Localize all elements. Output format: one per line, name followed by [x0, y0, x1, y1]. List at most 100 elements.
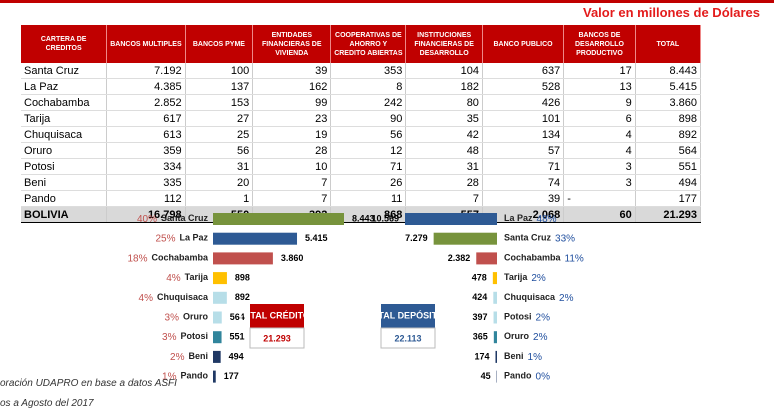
footnote: oración UDAPRO en base a datos ASFI	[0, 378, 177, 389]
percent: 3%	[165, 312, 180, 323]
table-cell: 4	[563, 142, 636, 159]
table-cell: 4	[563, 126, 636, 143]
table-cell: 25	[185, 126, 254, 143]
table-cell: 617	[106, 110, 186, 127]
deposit-label: Tarija 2%	[504, 272, 546, 283]
column-header: CARTERA DE CREDITOS	[21, 25, 108, 63]
table-row: Beni 335 20 7 26 28 74 3 494	[21, 174, 702, 191]
bar	[493, 311, 497, 324]
percent: 11%	[565, 253, 584, 264]
deposit-label: Beni 1%	[504, 351, 542, 362]
table-cell: 104	[405, 63, 483, 79]
table-cell: 28	[405, 174, 483, 191]
table-cell: Beni	[21, 174, 108, 191]
table-cell: 2.068	[482, 206, 565, 223]
table-cell: 134	[482, 126, 565, 143]
percent: 1%	[162, 371, 177, 382]
total-header	[381, 304, 435, 328]
total-box	[249, 327, 305, 349]
percent: 48%	[537, 214, 557, 225]
table-cell: 335	[106, 174, 186, 191]
table-cell: 39	[252, 63, 332, 79]
table-cell: Potosi	[21, 158, 108, 175]
table-cell: 5.415	[635, 78, 702, 95]
table-cell: 359	[106, 142, 186, 159]
column-header: ENTIDADES FINANCIERAS DE VIVIENDA	[252, 25, 332, 63]
column-header: BANCO PUBLICO	[482, 25, 565, 63]
credit-label: 40% Santa Cruz	[137, 213, 209, 224]
table-row: La Paz 4.385 137 162 8 182 528 13 5.415	[21, 78, 702, 95]
table-cell: 334	[106, 158, 186, 175]
table-cell: 637	[482, 63, 565, 79]
percent: 4%	[139, 292, 154, 303]
table-row: Santa Cruz 7.192 100 39 353 104 637 17 8.443	[21, 63, 702, 79]
table-cell: 21.293	[635, 206, 702, 223]
credit-label: 3% Oruro	[165, 312, 209, 323]
bar	[213, 213, 344, 225]
table-cell: Chuquisaca	[21, 126, 108, 143]
value-label: 5.415	[305, 233, 328, 243]
department: Cochabamba	[504, 253, 562, 263]
table-cell: 20	[185, 174, 254, 191]
table-cell: 99	[252, 94, 332, 111]
table-row: Cochabamba 2.852 153 99 242 80 426 9 3.860	[21, 94, 702, 111]
column-header: INSTITUCIONES FINANCIERAS DE DESARROLLO	[405, 25, 483, 63]
table-cell: 71	[482, 158, 565, 175]
percent: 2%	[559, 292, 574, 303]
table-cell: 23	[252, 110, 332, 127]
column-header: COOPERATIVAS DE AHORRO Y CREDITO ABIERTA…	[330, 25, 407, 63]
department: Oruro	[504, 332, 530, 342]
total-box	[380, 327, 436, 349]
department: Tarija	[504, 272, 528, 282]
table-cell: 56	[330, 126, 407, 143]
department: Oruro	[183, 312, 209, 322]
deposit-label: Pando 0%	[504, 371, 550, 382]
table-cell: 242	[330, 94, 407, 111]
table-cell: 56	[185, 142, 254, 159]
bar	[493, 331, 497, 344]
percent: 2%	[536, 312, 551, 323]
table-cell: 2.852	[106, 94, 186, 111]
table-cell: 8	[330, 78, 407, 95]
table-cell: 528	[482, 78, 565, 95]
bar	[476, 252, 497, 265]
top-rule	[0, 0, 774, 3]
column-header: BANCOS PYME	[185, 25, 254, 63]
value-label: 365	[473, 332, 488, 342]
table-cell: 892	[635, 126, 702, 143]
bar	[213, 252, 273, 265]
credit-label: 3% Potosi	[162, 332, 208, 343]
deposit-label: La Paz 48%	[504, 213, 557, 224]
table-cell: 16.798	[106, 206, 186, 223]
deposit-label: Potosi 2%	[504, 312, 550, 323]
percent: 25%	[155, 233, 175, 244]
value-label: 478	[472, 272, 487, 282]
department: Santa Cruz	[504, 233, 552, 243]
table-cell: 3	[563, 158, 636, 175]
department: Tarija	[185, 272, 209, 282]
department: Chuquisaca	[504, 292, 556, 302]
credit-label: 2% Beni	[170, 351, 208, 362]
column-header: TOTAL	[635, 25, 702, 63]
department: Potosi	[180, 332, 208, 342]
value-label: 10.569	[371, 213, 399, 223]
credit-label: 18% Cochabamba	[127, 253, 209, 264]
table-cell: 19	[252, 126, 332, 143]
table-row: Chuquisaca 613 25 19 56 42 134 4 892	[21, 126, 702, 143]
credit-label: 25% La Paz	[155, 233, 208, 244]
value-label: 892	[235, 292, 250, 302]
table-cell: 42	[405, 126, 483, 143]
table-cell: Santa Cruz	[21, 63, 108, 79]
header-row: CARTERA DE CREDITOS BANCOS MULTIPLES BANCO…	[21, 25, 702, 63]
table-cell: 57	[482, 142, 565, 159]
table-cell: 182	[405, 78, 483, 95]
table-cell: BOLIVIA	[21, 206, 108, 223]
department: Potosi	[504, 312, 532, 322]
table-cell: 494	[635, 174, 702, 191]
table-cell: La Paz	[21, 78, 108, 95]
table-cell: 9	[563, 94, 636, 111]
column-header: BANCOS DE DESARROLLO PRODUCTIVO	[563, 25, 636, 63]
table-cell: 868	[330, 206, 407, 223]
